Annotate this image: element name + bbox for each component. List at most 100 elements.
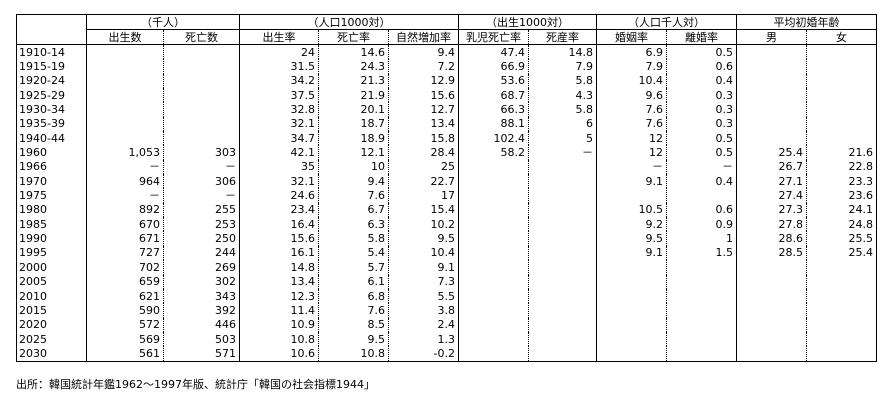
cell-birth-rate: 10.6: [239, 346, 319, 362]
table-row: 1920-24 34.2 21.3 12.9 53.6 5.8 10.4 0.4: [16, 73, 877, 89]
row-year: 1910-14: [16, 44, 87, 60]
cell-natural-increase-rate: 5.5: [388, 288, 459, 304]
cell-male-age: [737, 45, 807, 60]
cell-birth-rate: 15.6: [290, 232, 316, 246]
cell-marriage-rate: 9.1: [645, 174, 664, 188]
cell-divorce-rate: 0.5: [666, 44, 737, 60]
col-header-infant-mortality-rate: 乳児死亡率: [458, 29, 529, 45]
cell-divorce-rate: 0.6: [666, 202, 737, 218]
cell-death-rate: 18.7: [318, 116, 389, 132]
cell-marriage-rate: －: [652, 160, 663, 174]
cell-death-rate: 7.6: [318, 303, 389, 318]
cell-female-age: 22.8: [806, 159, 877, 175]
cell-deaths: [163, 116, 240, 132]
cell-deaths: 303: [163, 145, 240, 160]
cell-female-age: 25.5: [806, 231, 877, 246]
cell-infant-mortality-rate: [459, 332, 529, 346]
row-year: 1925-29: [16, 88, 87, 103]
cell-birth-rate: 11.4: [290, 303, 316, 317]
cell-death-rate: 21.9: [318, 88, 389, 103]
col-header-divorce-rate: 離婚率: [666, 29, 737, 45]
col-header-births: 出生数: [86, 29, 164, 45]
cell-death-rate: 5.4: [318, 245, 389, 261]
row-year: 1995: [16, 245, 87, 261]
cell-marriage-rate: 7.6: [645, 103, 664, 117]
cell-births: [87, 117, 164, 131]
cell-deaths: －: [163, 159, 240, 175]
cell-male-age: [736, 346, 807, 362]
cell-natural-increase-rate: -0.2: [388, 346, 459, 362]
cell-births: 621: [139, 289, 160, 303]
cell-marriage-rate: 9.5: [645, 232, 664, 246]
cell-infant-mortality-rate: [459, 318, 529, 332]
cell-female-age: [806, 59, 877, 74]
col-header-birth-rate: 出生率: [239, 29, 319, 45]
cell-births: [87, 45, 164, 60]
row-year: 1915-19: [16, 59, 87, 74]
cell-infant-mortality-rate: 47.4: [500, 45, 526, 59]
cell-birth-rate: 35: [301, 160, 315, 174]
cell-death-rate: 21.3: [318, 73, 389, 89]
table-body: 1910-14 24 14.6 9.4 47.4 14.8 6.9 0.5 1915-19 31.…: [16, 44, 877, 362]
column-header-row: 出生数 死亡数 出生率 死亡率 自然増加率 乳児死亡率 死産率 婚姻率 離婚率 …: [16, 29, 877, 45]
cell-female-age: [806, 88, 877, 103]
corner-cell-lower: [16, 29, 87, 45]
cell-male-age: [737, 59, 807, 73]
cell-deaths: 446: [163, 317, 240, 332]
cell-natural-increase-rate: 7.3: [388, 274, 459, 289]
table-row: 1935-39 32.1 18.7 13.4 88.1 6 7.6 0.3: [16, 116, 877, 132]
cell-births: 569: [139, 332, 160, 346]
cell-divorce-rate: [666, 331, 737, 347]
table-row: 1975 －－ 24.6 7.6 17 27.4 23.6: [16, 188, 877, 203]
cell-death-rate: 9.4: [318, 174, 389, 189]
row-year: 2030: [16, 346, 87, 362]
cell-death-rate: 24.3: [318, 59, 389, 74]
row-year: 1940-44: [16, 131, 87, 146]
row-year: 1980: [16, 202, 87, 218]
cell-marriage-rate: 7.9: [645, 60, 664, 74]
cell-marriage-rate: 9.1: [645, 246, 664, 260]
group-header-thousand-persons: （千人）: [86, 14, 240, 30]
cell-death-rate: 10: [318, 159, 389, 175]
cell-natural-increase-rate: 17: [388, 188, 459, 203]
cell-births: 671: [139, 232, 160, 246]
cell-stillbirth-rate: [528, 303, 597, 318]
cell-infant-mortality-rate: [459, 217, 529, 231]
population-statistics-table: （千人） （人口1000対） （出生1000対） （人口千人対） 平均初婚年齢 …: [16, 14, 877, 362]
cell-infant-mortality-rate: 66.9: [500, 60, 526, 74]
cell-natural-increase-rate: 2.4: [388, 317, 459, 332]
col-header-marriage-rate: 婚姻率: [596, 29, 667, 45]
cell-birth-rate: 32.8: [290, 103, 316, 117]
cell-divorce-rate: 0.3: [666, 102, 737, 117]
cell-marriage-rate: 10.4: [638, 74, 664, 88]
cell-male-age: [737, 260, 807, 274]
cell-female-age: [806, 260, 877, 275]
cell-male-age: 27.8: [778, 217, 804, 231]
cell-female-age: [806, 102, 877, 117]
cell-natural-increase-rate: 22.7: [388, 174, 459, 189]
group-header-mean-age-first-marriage: 平均初婚年齢: [736, 14, 877, 30]
cell-stillbirth-rate: [528, 188, 597, 203]
cell-natural-increase-rate: 28.4: [388, 145, 459, 160]
cell-male-age: [737, 275, 807, 289]
cell-female-age: [806, 288, 877, 304]
table-row: 1940-44 34.7 18.9 15.8 102.4 5 12 0.5: [16, 131, 877, 146]
row-year: 2010: [16, 288, 87, 304]
cell-female-age: [806, 116, 877, 132]
source-note: 出所：韓国統計年鑑1962～1997年版、統計庁「韓国の社会指標1944」: [16, 378, 375, 391]
cell-birth-rate: 32.1: [290, 174, 316, 188]
cell-births: －: [149, 160, 160, 174]
cell-female-age: 24.8: [806, 217, 877, 232]
cell-marriage-rate: 6.9: [645, 45, 664, 59]
row-year: 1985: [16, 217, 87, 232]
cell-marriage-rate: [597, 260, 667, 274]
table-row: 2005 659 302 13.4 6.1 7.3: [16, 274, 877, 289]
cell-marriage-rate: [597, 188, 667, 202]
col-header-male: 男: [736, 29, 807, 45]
cell-marriage-rate: 9.2: [645, 217, 664, 231]
table-row: 2015 590 392 11.4 7.6 3.8: [16, 303, 877, 318]
cell-divorce-rate: －: [666, 159, 737, 175]
cell-births: －: [149, 189, 160, 203]
cell-infant-mortality-rate: [459, 303, 529, 317]
cell-births: 702: [139, 260, 160, 274]
